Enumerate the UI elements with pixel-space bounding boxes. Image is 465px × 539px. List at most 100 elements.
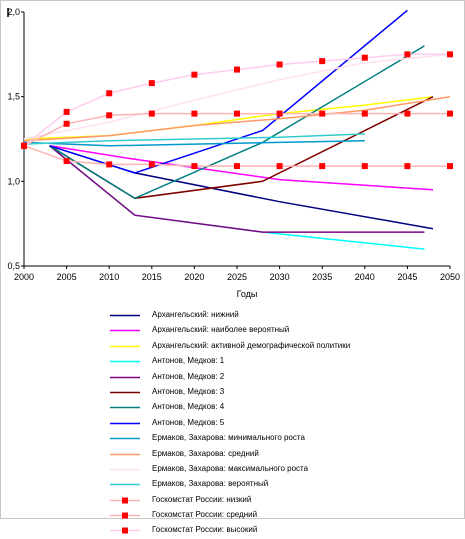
x-tick-label: 2015 — [142, 272, 162, 282]
data-point — [234, 110, 240, 117]
legend-item: Архангельский: активной демографической … — [108, 339, 458, 354]
legend-swatch-marker — [122, 497, 128, 504]
legend-item: Архангельский: нижний — [108, 308, 458, 323]
legend-label: Антонов, Медков: 4 — [152, 402, 225, 412]
y-tick-label: 2,0 — [7, 7, 20, 17]
legend-item: Ермаков, Захарова: максимального роста — [108, 462, 458, 477]
legend-item: Ермаков, Захарова: средний — [108, 447, 458, 462]
series-14 — [21, 110, 453, 149]
legend-swatch — [110, 484, 140, 486]
x-tick-label: 2005 — [57, 272, 77, 282]
legend-item: Госкомстат России: низкий — [108, 493, 458, 508]
legend-label: Архангельский: наиболее вероятный — [152, 325, 290, 335]
data-point — [276, 110, 283, 117]
legend-swatch — [110, 330, 140, 332]
legend-item: Антонов, Медков: 2 — [108, 370, 458, 385]
legend-label: Госкомстат России: низкий — [152, 494, 252, 504]
series-9 — [23, 139, 365, 147]
legend-swatch — [110, 360, 140, 363]
data-point — [276, 163, 283, 170]
data-point — [447, 110, 453, 117]
series-7 — [49, 45, 425, 200]
data-point — [234, 66, 240, 73]
x-tick-label: 2050 — [440, 272, 460, 282]
series-10 — [23, 95, 451, 142]
legend-swatch — [110, 314, 140, 317]
series-12 — [23, 133, 365, 145]
x-axis-title: Годы — [237, 289, 258, 299]
legend-label: Ермаков, Захарова: средний — [152, 448, 259, 458]
legend-label: Антонов, Медков: 2 — [152, 371, 225, 381]
x-tick-label: 2035 — [312, 272, 332, 282]
legend-swatch — [110, 527, 140, 534]
legend-label: Ермаков, Захарова: минимального роста — [152, 433, 305, 443]
data-point — [361, 110, 368, 117]
legend-swatch — [110, 468, 140, 471]
data-point — [234, 163, 240, 170]
legend-item: Антонов, Медков: 5 — [108, 416, 458, 431]
data-point — [404, 51, 411, 58]
x-tick-label: 2030 — [270, 272, 290, 282]
series-line — [49, 45, 425, 200]
legend-label: Госкомстат России: средний — [152, 510, 258, 520]
data-point — [191, 110, 198, 117]
legend-label: Ермаков, Захарова: максимального роста — [152, 463, 309, 473]
legend-item: Антонов, Медков: 3 — [108, 385, 458, 400]
legend-swatch-marker — [122, 527, 128, 534]
chart-legend: Архангельский: нижний Архангельский: наиб… — [108, 308, 458, 539]
legend-swatch — [110, 407, 140, 409]
data-point — [106, 161, 113, 168]
series-13 — [21, 142, 453, 170]
series-line — [49, 96, 434, 200]
legend-swatch — [110, 391, 140, 394]
data-point — [404, 110, 411, 117]
data-point — [63, 120, 70, 127]
data-point — [148, 80, 155, 87]
data-point — [191, 71, 198, 78]
series-line — [49, 145, 425, 233]
data-point — [319, 110, 326, 117]
series-line — [49, 145, 434, 191]
legend-swatch — [110, 453, 140, 455]
series-15 — [21, 51, 453, 149]
series-1 — [49, 145, 434, 230]
data-point — [361, 163, 368, 170]
series-8 — [49, 9, 408, 174]
legend-label: Антонов, Медков: 3 — [152, 386, 225, 396]
data-point — [106, 112, 113, 119]
data-point — [148, 110, 155, 117]
data-point — [447, 51, 453, 58]
legend-swatch — [110, 422, 140, 424]
legend-swatch — [110, 345, 140, 348]
x-tick-label: 2000 — [14, 272, 34, 282]
legend-label: Антонов, Медков: 5 — [152, 417, 225, 427]
series-6 — [49, 96, 434, 200]
legend-item: Антонов, Медков: 1 — [108, 354, 458, 369]
legend-item: Госкомстат России: средний — [108, 508, 458, 523]
series-line — [49, 145, 425, 250]
series-2 — [49, 145, 434, 191]
data-point — [191, 163, 198, 170]
series-line — [49, 9, 408, 174]
legend-item: Ермаков, Захарова: минимального роста — [108, 431, 458, 446]
x-tick-label: 2020 — [184, 272, 204, 282]
data-point — [319, 58, 326, 65]
series-line — [23, 139, 365, 147]
y-tick-label: 1,5 — [7, 92, 20, 102]
legend-label: Ермаков, Захарова: вероятный — [152, 479, 269, 489]
legend-swatch — [110, 497, 140, 504]
y-tick-label: 0,5 — [7, 261, 20, 271]
legend-swatch — [110, 437, 140, 440]
data-point — [276, 61, 283, 68]
legend-swatch-marker — [122, 512, 128, 519]
legend-swatch — [110, 376, 140, 378]
y-tick-label: 1,0 — [7, 176, 20, 186]
series-line — [49, 145, 434, 230]
legend-item: Ермаков, Захарова: вероятный — [108, 477, 458, 492]
series-line — [23, 95, 451, 142]
legend-item: Госкомстат России: высокий — [108, 523, 458, 538]
legend-label: Антонов, Медков: 1 — [152, 356, 225, 366]
x-tick-label: 2010 — [99, 272, 119, 282]
legend-label: Госкомстат России: высокий — [152, 525, 258, 535]
legend-item: Архангельский: наиболее вероятный — [108, 323, 458, 338]
